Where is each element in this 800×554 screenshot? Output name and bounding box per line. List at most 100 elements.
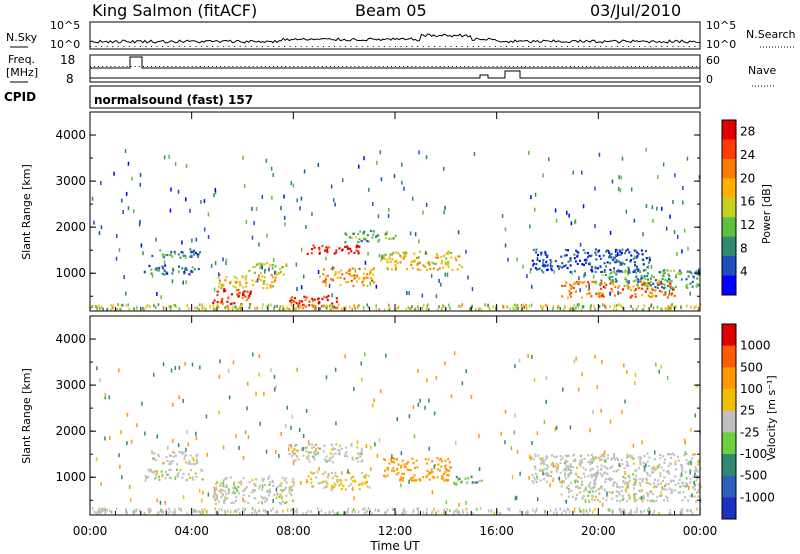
nsearch-dot (572, 46, 574, 47)
scatter-cell (327, 294, 330, 298)
scatter-cell (647, 261, 650, 264)
scatter-cell (455, 440, 457, 445)
scatter-cell (283, 488, 286, 491)
scatter-cell (551, 461, 554, 465)
scatter-cell (650, 467, 653, 470)
scatter-cell (501, 214, 504, 218)
scatter-cell (568, 213, 570, 218)
freq-line (90, 56, 700, 69)
scatter-cell (234, 286, 237, 289)
scatter-cell (593, 474, 596, 478)
scatter-cell (224, 478, 227, 481)
scatter-cell (247, 501, 250, 504)
scatter-cell (128, 307, 130, 311)
scatter-cell (156, 498, 158, 503)
scatter-cell (665, 482, 668, 486)
scatter-cell (335, 249, 338, 252)
scatter-cell (313, 246, 316, 249)
scatter-cell (553, 269, 555, 274)
scatter-cell (231, 492, 234, 495)
scatter-cell (178, 507, 180, 511)
scatter-cell (103, 508, 105, 512)
scatter-cell (668, 462, 671, 465)
scatter-cell (325, 375, 328, 380)
scatter-cell (450, 256, 453, 259)
nsearch-dot (139, 46, 141, 47)
nave-dot (228, 66, 230, 67)
scatter-cell (207, 492, 210, 497)
scatter-cell (546, 255, 549, 258)
colorbar-segment (722, 389, 736, 412)
scatter-cell (200, 498, 203, 503)
scatter-cell (575, 497, 577, 500)
scatter-cell (360, 448, 363, 451)
colorbar-tick-label: -25 (740, 425, 760, 439)
scatter-cell (444, 471, 447, 474)
scatter-cell (350, 483, 352, 486)
scatter-cell (169, 308, 172, 312)
scatter-cell (355, 457, 358, 460)
scatter-cell (192, 459, 195, 462)
scatter-cell (90, 305, 92, 309)
nsearch-dot (433, 46, 435, 47)
scatter-cell (649, 291, 652, 294)
scatter-cell (272, 481, 274, 484)
scatter-cell (364, 482, 367, 485)
scatter-cell (632, 285, 635, 288)
scatter-cell (474, 481, 477, 484)
scatter-cell (169, 509, 171, 513)
scatter-cell (623, 263, 626, 266)
scatter-cell (579, 288, 581, 293)
scatter-cell (645, 284, 647, 287)
scatter-cell (689, 270, 692, 273)
scatter-cell (564, 477, 567, 480)
scatter-cell (534, 192, 537, 197)
scatter-cell (280, 482, 283, 485)
scatter-cell (570, 287, 573, 290)
scatter-cell (619, 188, 622, 193)
scatter-cell (213, 493, 216, 496)
scatter-cell (589, 428, 591, 433)
scatter-cell (370, 467, 372, 472)
scatter-cell (425, 307, 428, 311)
scatter-cell (142, 251, 144, 256)
scatter-cell (185, 479, 188, 482)
scatter-cell (625, 490, 628, 493)
scatter-cell (645, 147, 647, 152)
scatter-cell (635, 308, 638, 311)
scatter-cell (594, 186, 596, 191)
scatter-cell (293, 297, 296, 300)
scatter-cell (663, 499, 665, 502)
scatter-cell (687, 509, 689, 513)
scatter-cell (613, 458, 616, 461)
scatter-cell (610, 288, 613, 291)
scatter-cell (685, 278, 688, 281)
scatter-cell (659, 453, 661, 457)
scatter-cell (193, 253, 196, 256)
scatter-cell (589, 507, 591, 511)
scatter-cell (443, 166, 445, 171)
scatter-cell (583, 511, 585, 515)
scatter-cell (376, 160, 378, 165)
colorbar-tick-label: -500 (740, 469, 767, 483)
scatter-cell (615, 254, 618, 257)
scatter-cell (336, 512, 338, 516)
scatter-cell (587, 252, 590, 255)
scatter-cell (261, 502, 264, 505)
scatter-cell (438, 458, 441, 461)
scatter-cell (163, 461, 166, 464)
scatter-cell (362, 475, 365, 478)
scatter-cell (205, 414, 208, 419)
scatter-cell (223, 290, 225, 293)
scatter-cell (614, 285, 617, 289)
scatter-cell (187, 462, 190, 465)
scatter-cell (567, 464, 570, 468)
scatter-cell (568, 290, 571, 293)
scatter-cell (218, 508, 220, 512)
scatter-cell (648, 507, 650, 511)
y-tick-label: 3000 (55, 378, 86, 392)
nsearch-dot (627, 46, 629, 47)
scatter-cell (427, 261, 430, 264)
scatter-cell (290, 298, 293, 301)
scatter-cell (652, 294, 655, 297)
